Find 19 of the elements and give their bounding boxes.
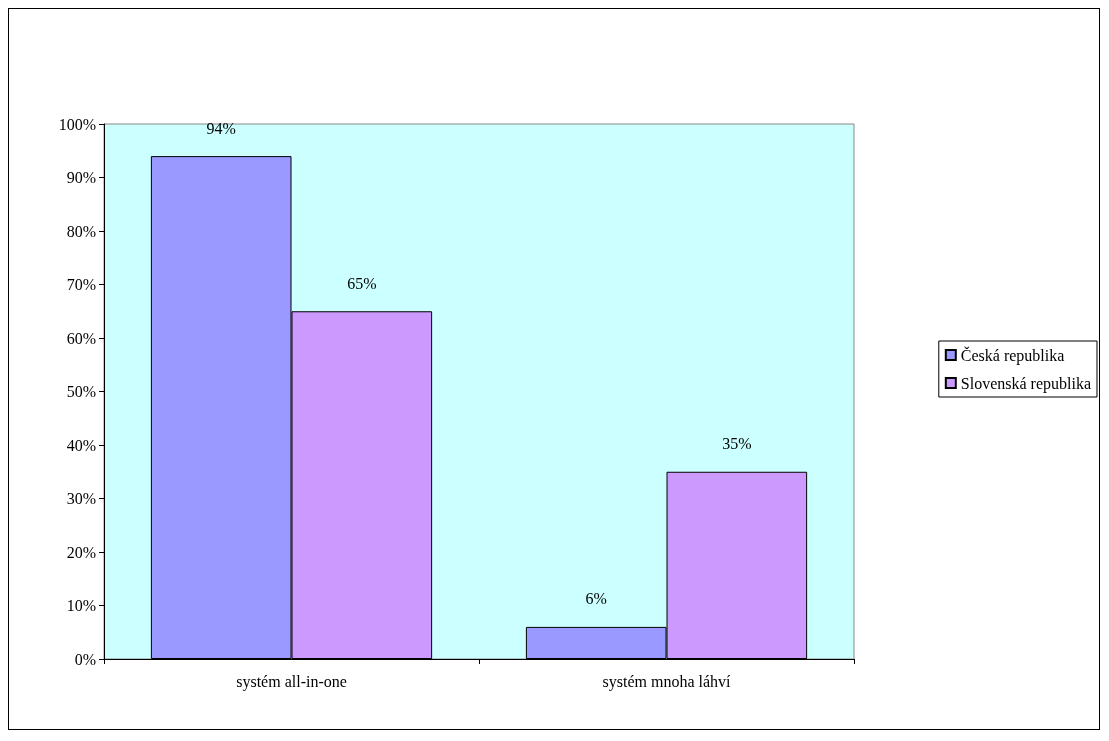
y-tick-label: 20% bbox=[66, 543, 96, 561]
y-tick-label: 0% bbox=[74, 650, 96, 668]
y-tick-label: 30% bbox=[66, 490, 96, 507]
y-tick-label: 70% bbox=[66, 276, 96, 293]
data-label: 94% bbox=[206, 119, 236, 137]
x-tick-label: systém all-in-one bbox=[236, 672, 347, 691]
legend-label: Česká republika bbox=[960, 345, 1065, 365]
y-tick-label: 90% bbox=[66, 169, 96, 186]
y-tick-label: 50% bbox=[66, 383, 96, 400]
y-tick-label: 80% bbox=[66, 222, 96, 240]
x-tick-label: systém mnoha láhví bbox=[602, 672, 732, 691]
data-label: 6% bbox=[585, 590, 607, 608]
y-tick-label: 60% bbox=[66, 329, 96, 347]
data-label: 65% bbox=[347, 274, 377, 292]
data-label: 35% bbox=[722, 435, 752, 453]
y-tick-label: 100% bbox=[58, 115, 96, 133]
legend-label: Slovenská republika bbox=[960, 374, 1092, 393]
y-tick-label: 10% bbox=[66, 597, 96, 614]
y-tick-label: 40% bbox=[66, 436, 96, 454]
